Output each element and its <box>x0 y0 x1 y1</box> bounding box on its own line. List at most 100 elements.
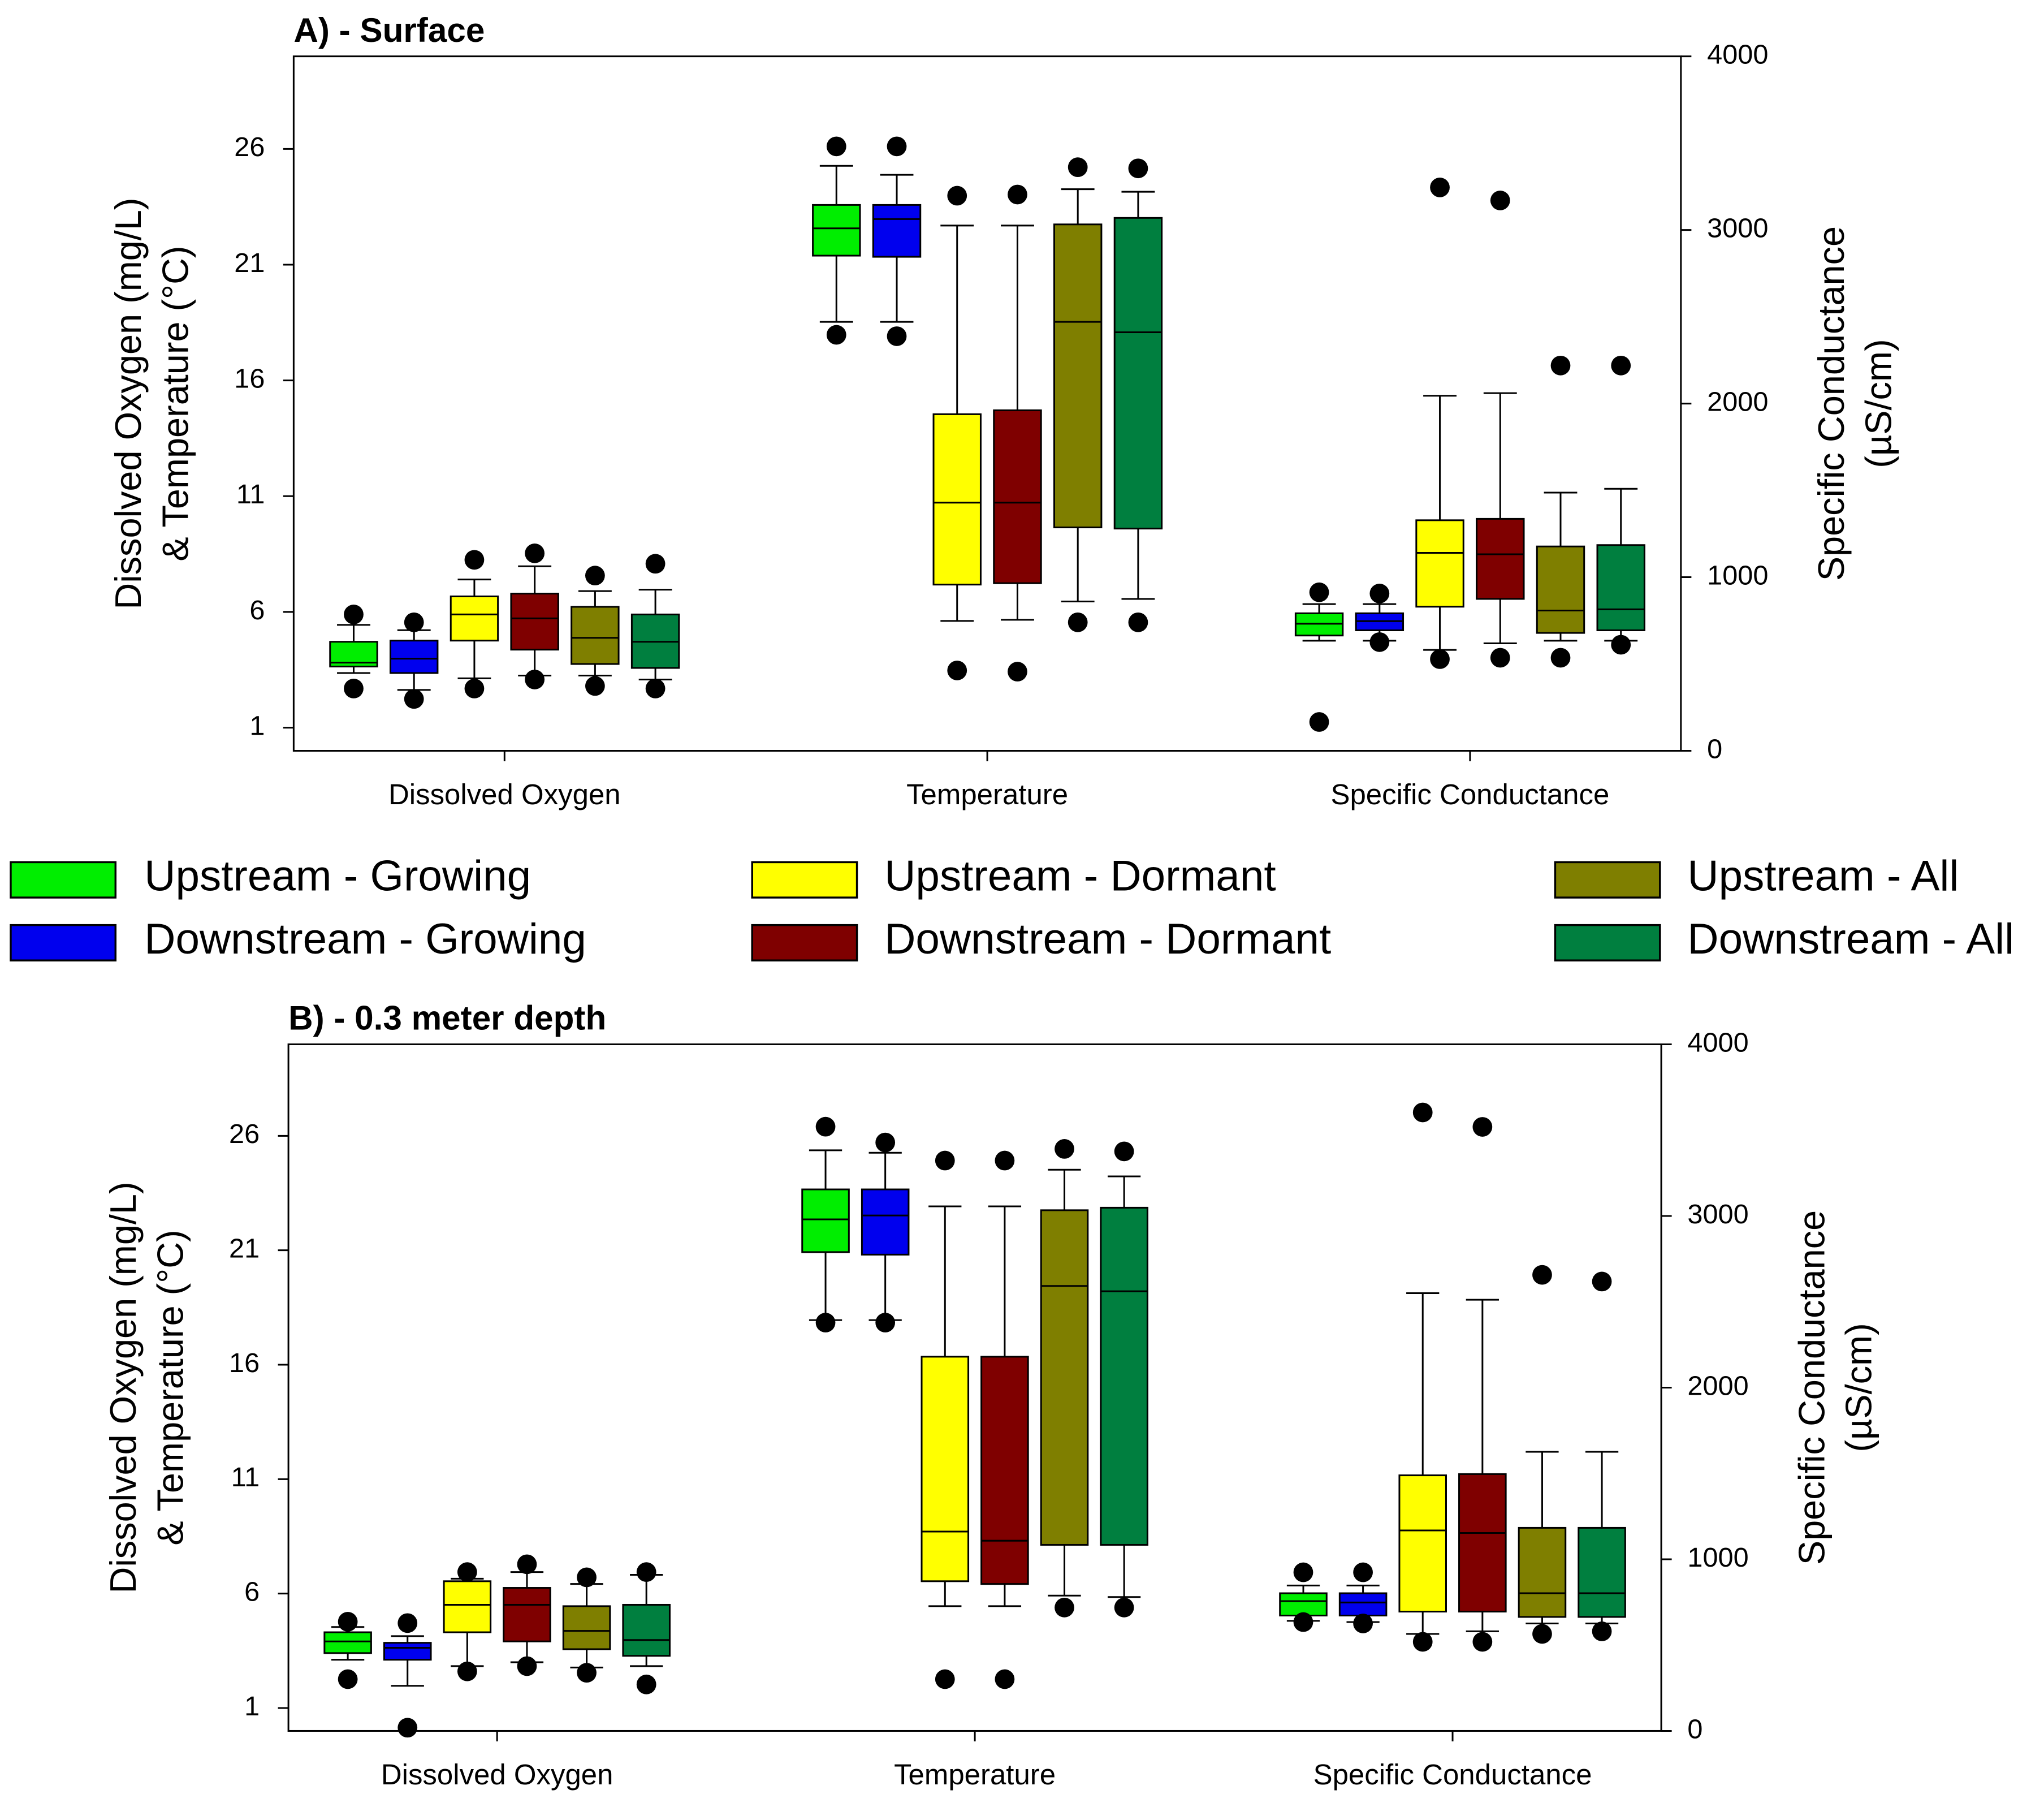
outlier <box>404 612 424 632</box>
box <box>980 1356 1029 1585</box>
outlier <box>1293 1612 1313 1632</box>
outlier <box>404 689 424 709</box>
y-tick-label: 21 <box>229 1234 260 1264</box>
outlier <box>397 1718 418 1738</box>
outlier <box>636 1674 656 1694</box>
y-axis-label: Dissolved Oxygen (mg/L) <box>107 198 149 610</box>
outlier <box>815 1116 836 1137</box>
outlier <box>995 1150 1015 1171</box>
outlier <box>1592 1621 1612 1641</box>
x-tick-label: Specific Conductance <box>1313 1758 1592 1791</box>
outlier <box>1472 1632 1493 1652</box>
outlier <box>1309 582 1329 602</box>
outlier <box>826 136 846 157</box>
outlier <box>1128 158 1148 179</box>
box <box>921 1356 970 1582</box>
x-tick-label: Specific Conductance <box>1330 778 1609 810</box>
outlier <box>995 1669 1015 1689</box>
outlier <box>1532 1265 1552 1285</box>
outlier <box>1293 1562 1313 1582</box>
x-tick-label: Dissolved Oxygen <box>381 1758 613 1791</box>
outlier <box>1369 632 1390 652</box>
outlier <box>1412 1102 1433 1123</box>
y2-axis-label: (µS/cm) <box>1857 339 1899 468</box>
outlier <box>1353 1614 1373 1633</box>
outlier <box>1369 584 1390 603</box>
y-tick-label: 16 <box>229 1348 260 1378</box>
outlier <box>1430 178 1450 197</box>
outlier <box>577 1663 597 1683</box>
outlier <box>1611 355 1631 376</box>
legend-label: Downstream - All <box>1687 915 2014 963</box>
outlier <box>1412 1632 1433 1652</box>
legend-swatch <box>1554 861 1661 899</box>
y-tick-label: 1 <box>249 710 265 741</box>
box <box>510 593 559 651</box>
box <box>1100 1206 1148 1546</box>
y2-tick-label: 1000 <box>1707 560 1768 590</box>
outlier <box>1055 1139 1074 1159</box>
outlier <box>1008 184 1027 205</box>
outlier <box>1550 648 1571 668</box>
box <box>932 413 982 586</box>
x-tick-label: Temperature <box>894 1758 1056 1791</box>
box <box>443 1580 492 1633</box>
outlier <box>577 1567 597 1588</box>
box <box>1415 519 1464 608</box>
box <box>1458 1473 1507 1613</box>
box <box>812 204 861 257</box>
outlier <box>1068 157 1088 178</box>
chart-title: B) - 0.3 meter depth <box>288 999 606 1037</box>
x-tick-label: Temperature <box>906 778 1068 810</box>
y-tick-label: 11 <box>236 479 265 510</box>
legend-label: Downstream - Dormant <box>884 915 1331 963</box>
y2-tick-label: 3000 <box>1687 1199 1748 1230</box>
outlier <box>525 544 545 563</box>
box <box>503 1587 551 1642</box>
y2-tick-label: 0 <box>1687 1714 1702 1744</box>
box <box>1053 223 1103 529</box>
y-tick-label: 26 <box>229 1119 260 1149</box>
legend-swatch <box>1554 924 1661 961</box>
box <box>872 204 922 258</box>
outlier <box>1309 712 1329 732</box>
box <box>1596 544 1645 631</box>
y-axis-label: & Temperature (°C) <box>155 245 196 561</box>
outlier <box>464 550 485 570</box>
box <box>571 606 620 665</box>
y-axis-label: Dissolved Oxygen (mg/L) <box>102 1181 144 1593</box>
outlier <box>344 605 364 624</box>
box <box>1040 1209 1089 1546</box>
outlier <box>935 1669 955 1689</box>
y2-tick-label: 3000 <box>1707 213 1768 243</box>
outlier <box>1114 1141 1134 1162</box>
box <box>1536 545 1585 634</box>
outlier <box>1490 191 1510 210</box>
outlier <box>1055 1597 1074 1618</box>
box <box>1338 1592 1388 1617</box>
legend-swatch <box>10 924 117 961</box>
outlier <box>585 566 605 586</box>
y-tick-label: 6 <box>249 595 265 626</box>
outlier <box>1490 648 1510 668</box>
outlier <box>397 1613 418 1633</box>
outlier <box>1114 1597 1134 1618</box>
legend-label: Downstream - Growing <box>144 915 586 963</box>
y2-axis-label: Specific Conductance <box>1810 226 1852 581</box>
y2-tick-label: 4000 <box>1687 1027 1748 1058</box>
outlier <box>935 1150 955 1171</box>
outlier <box>1592 1271 1612 1292</box>
y2-tick-label: 2000 <box>1687 1370 1748 1401</box>
box <box>1578 1526 1626 1618</box>
outlier <box>1008 662 1027 682</box>
outlier <box>344 679 364 698</box>
outlier <box>1472 1117 1493 1137</box>
y-tick-label: 21 <box>234 248 265 278</box>
y2-tick-label: 1000 <box>1687 1542 1748 1573</box>
outlier <box>464 679 485 698</box>
y-tick-label: 11 <box>231 1462 260 1493</box>
box <box>1476 517 1525 600</box>
outlier <box>645 679 666 698</box>
outlier <box>338 1612 358 1632</box>
